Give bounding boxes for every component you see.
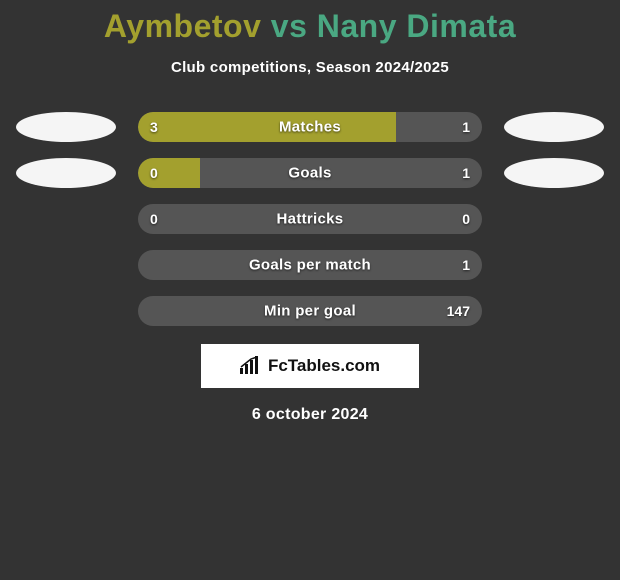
date-label: 6 october 2024 <box>0 406 620 424</box>
stat-right-value: 1 <box>462 119 470 135</box>
stat-left-value: 0 <box>150 211 158 227</box>
stat-row: 0Hattricks0 <box>0 204 620 234</box>
stat-bar: Goals per match1 <box>138 250 482 280</box>
page-title: Aymbetov vs Nany Dimata <box>0 8 620 45</box>
stat-row: 0Goals1 <box>0 158 620 188</box>
stat-bar: 0Goals1 <box>138 158 482 188</box>
stat-bar-fill <box>138 158 200 188</box>
bar-chart-icon <box>240 356 262 376</box>
stat-right-value: 147 <box>447 303 470 319</box>
stat-row: 3Matches1 <box>0 112 620 142</box>
player2-avatar <box>504 112 604 142</box>
stats-list: 3Matches1 0Goals1 0Hattricks0 Goals per mat… <box>0 112 620 326</box>
player1-name: Aymbetov <box>104 8 262 44</box>
brand-logo[interactable]: FcTables.com <box>201 344 419 388</box>
stat-label: Goals per match <box>138 257 482 274</box>
stat-right-value: 0 <box>462 211 470 227</box>
brand-logo-text: FcTables.com <box>240 356 380 376</box>
comparison-widget: Aymbetov vs Nany Dimata Club competition… <box>0 0 620 424</box>
stat-right-value: 1 <box>462 257 470 273</box>
brand-label: FcTables.com <box>268 356 380 376</box>
stat-label: Hattricks <box>138 211 482 228</box>
vs-text: vs <box>261 8 316 44</box>
stat-bar: 0Hattricks0 <box>138 204 482 234</box>
stat-bar-fill <box>138 112 396 142</box>
player1-avatar <box>16 158 116 188</box>
stat-bar: Min per goal147 <box>138 296 482 326</box>
subtitle: Club competitions, Season 2024/2025 <box>0 59 620 76</box>
player1-avatar <box>16 112 116 142</box>
stat-row: Goals per match1 <box>0 250 620 280</box>
player2-avatar <box>504 158 604 188</box>
player2-name: Nany Dimata <box>317 8 516 44</box>
stat-row: Min per goal147 <box>0 296 620 326</box>
stat-right-value: 1 <box>462 165 470 181</box>
stat-bar: 3Matches1 <box>138 112 482 142</box>
stat-label: Min per goal <box>138 303 482 320</box>
